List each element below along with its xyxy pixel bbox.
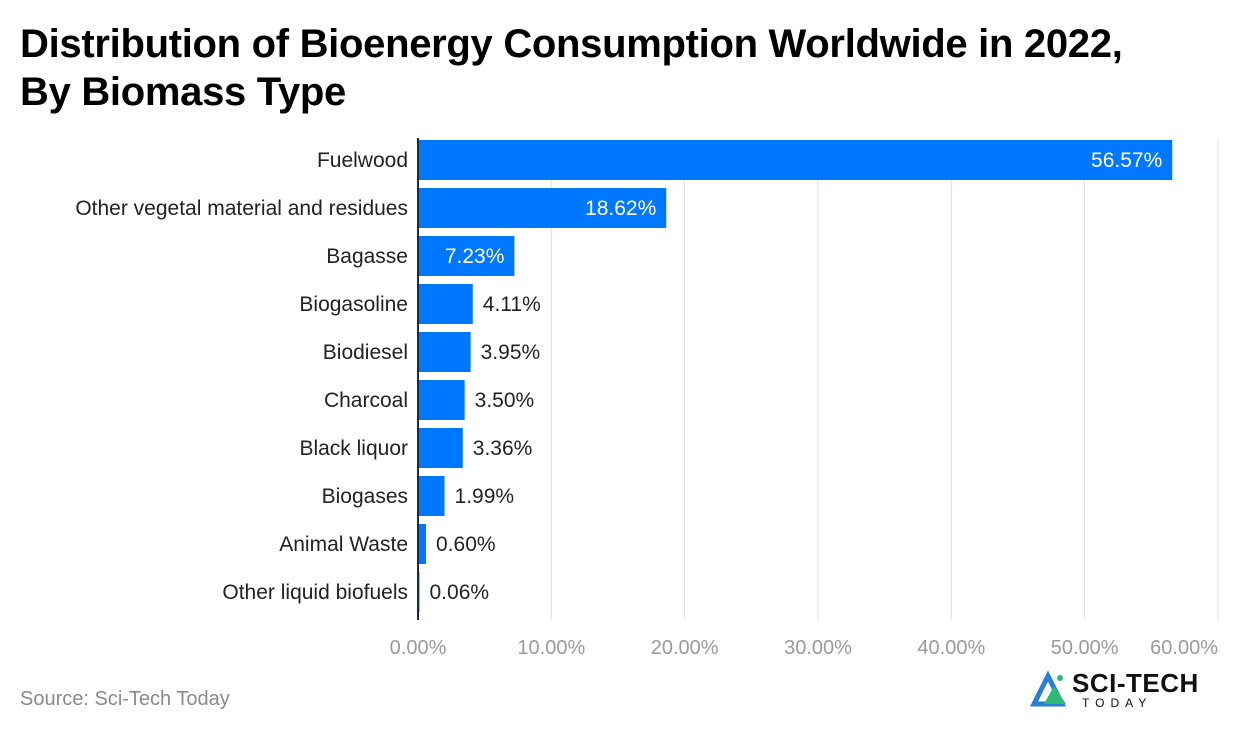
data-label: 3.36% — [473, 437, 533, 460]
category-label: Biodiesel — [323, 341, 408, 364]
data-label: 4.11% — [483, 293, 541, 316]
sci-tech-logo: SCI-TECH TODAY — [1030, 668, 1220, 714]
bar — [418, 524, 426, 564]
category-label: Other liquid biofuels — [222, 581, 408, 604]
bar — [418, 236, 515, 276]
x-tick-label: 30.00% — [784, 637, 852, 659]
x-tick-label: 0.00% — [390, 637, 447, 659]
title-line-1: Distribution of Bioenergy Consumption Wo… — [20, 22, 1123, 66]
category-label: Animal Waste — [279, 533, 408, 556]
bar — [418, 380, 465, 420]
data-label: 0.60% — [436, 533, 496, 556]
category-label: Other vegetal material and residues — [75, 197, 408, 220]
logo-wordmark: SCI-TECH — [1072, 668, 1199, 698]
title-line-2: By Biomass Type — [20, 70, 346, 114]
data-label: 3.95% — [481, 341, 541, 364]
category-label: Bagasse — [326, 245, 408, 268]
logo-mark-icon — [1030, 670, 1067, 707]
data-label: 7.23% — [445, 245, 505, 268]
x-tick-label: 40.00% — [917, 637, 985, 659]
category-label: Biogases — [322, 485, 408, 508]
bar — [418, 188, 667, 228]
category-label: Charcoal — [324, 389, 408, 412]
x-tick-label: 50.00% — [1051, 637, 1119, 659]
bar — [418, 476, 445, 516]
x-tick-label: 10.00% — [517, 637, 585, 659]
category-label: Fuelwood — [317, 149, 408, 172]
data-label: 3.50% — [475, 389, 535, 412]
bar — [418, 428, 463, 468]
data-label: 18.62% — [585, 197, 656, 220]
data-label: 56.57% — [1091, 149, 1162, 172]
data-label: 0.06% — [430, 581, 490, 604]
bar — [418, 332, 471, 372]
bar — [418, 140, 1173, 180]
logo-subtitle: TODAY — [1082, 696, 1153, 710]
chart-title: Distribution of Bioenergy Consumption Wo… — [20, 20, 1220, 116]
x-tick-label: 20.00% — [651, 637, 719, 659]
category-label: Biogasoline — [299, 293, 408, 316]
source-note: Source: Sci-Tech Today — [20, 688, 230, 710]
x-tick-label: 60.00% — [1150, 637, 1218, 659]
data-label: 1.99% — [455, 485, 515, 508]
bar — [418, 284, 473, 324]
category-label: Black liquor — [299, 437, 408, 460]
